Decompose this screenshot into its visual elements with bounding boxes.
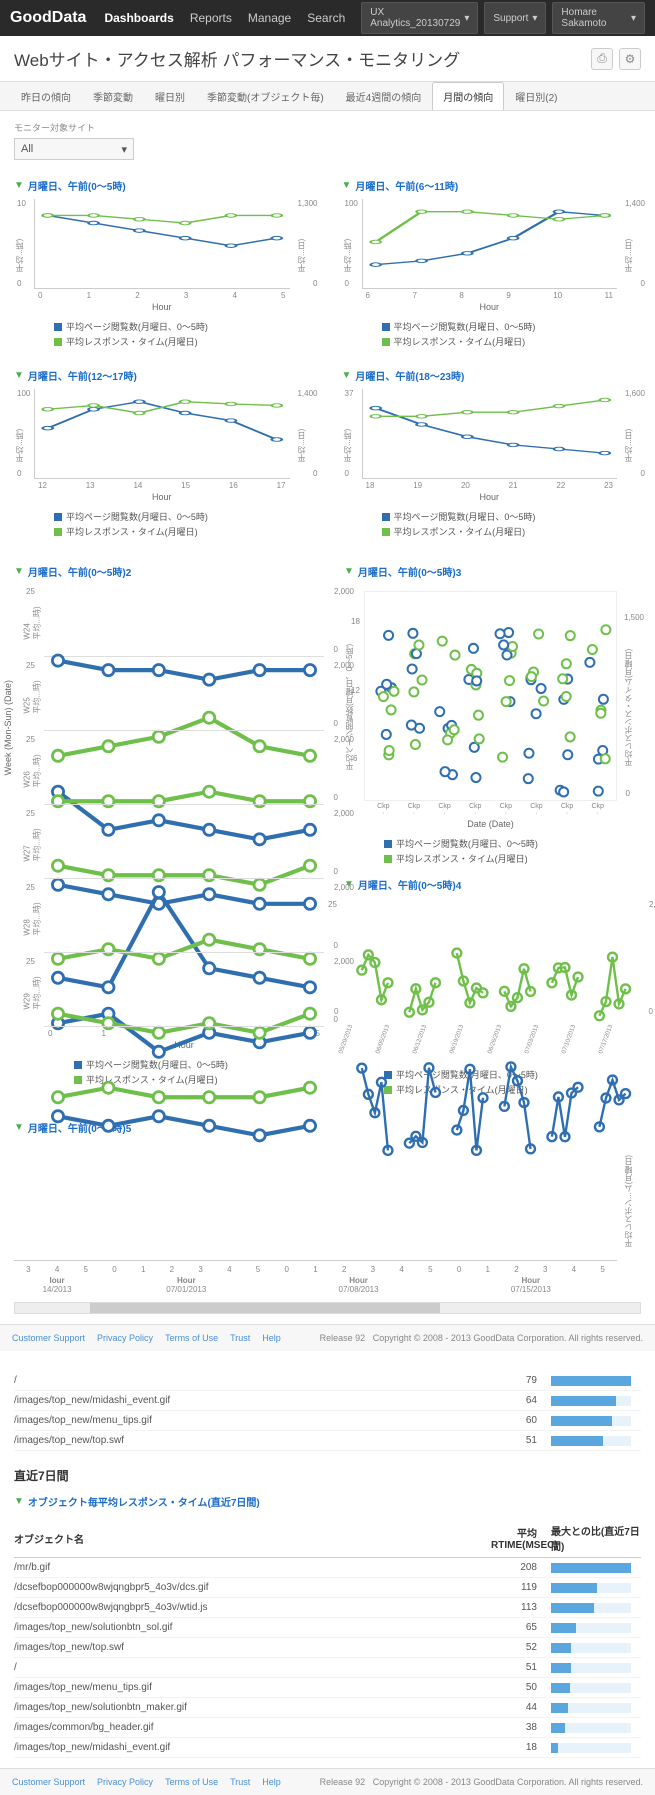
small-chart-0: ▼月曜日、午前(0～5時) 平均...時) 10 0 1,300 0 01234… — [14, 178, 314, 350]
small-chart-2: ▼月曜日、午前(12～17時) 平均...時) 100 0 1,400 0 12… — [14, 368, 314, 540]
legend-item: 平均ページ閲覧数(月曜日、0～5時) — [382, 320, 642, 333]
nav-search[interactable]: Search — [307, 11, 345, 25]
legend-item: 平均レスポンス・タイム(月曜日) — [384, 852, 641, 865]
user-select[interactable]: Homare Sakamoto▾ — [552, 2, 645, 34]
table-row[interactable]: /dcsefbop000000w8wjqngbpr5_4o3v/dcs.gif1… — [14, 1578, 641, 1598]
footer-link[interactable]: Privacy Policy — [97, 1777, 153, 1787]
footer-link[interactable]: Terms of Use — [165, 1333, 218, 1343]
funnel-icon: ▼ — [14, 1122, 24, 1133]
legend-item: 平均ページ閲覧数(月曜日、0～5時) — [54, 510, 314, 523]
topbar: GoodData Dashboards Reports Manage Search U… — [0, 0, 655, 36]
table2-heading: 直近7日間 — [14, 1467, 641, 1484]
legend-item: 平均ページ閲覧数(月曜日、0～5時) — [382, 510, 642, 523]
section-2: ▼月曜日、午前(0～5時)2 Week (Mon-Sun) (Date) W24… — [14, 564, 641, 1098]
nav-reports[interactable]: Reports — [190, 11, 232, 25]
tab-1[interactable]: 季節変動 — [82, 82, 144, 110]
stacked-panel-5: W29平均...時) 25 2,000 0 — [44, 955, 324, 1027]
table-row[interactable]: /mr/b.gif208 — [14, 1558, 641, 1578]
scroll-track[interactable] — [14, 1302, 641, 1314]
nav-manage[interactable]: Manage — [248, 11, 291, 25]
footer-link[interactable]: Help — [262, 1333, 281, 1343]
table-row[interactable]: /images/top_new/solutionbtn_sol.gif65 — [14, 1618, 641, 1638]
legend-item: 平均レスポンス・タイム(月曜日) — [54, 335, 314, 348]
footer-link[interactable]: Trust — [230, 1777, 250, 1787]
table-row[interactable]: /images/common/bg_header.gif38 — [14, 1718, 641, 1738]
top-nav: Dashboards Reports Manage Search — [104, 11, 361, 25]
tab-4[interactable]: 最近4週間の傾向 — [335, 82, 433, 110]
support-select[interactable]: Support▾ — [484, 2, 546, 34]
right-column: ▼月曜日、午前(0～5時)3 平均ページ閲覧数(月曜日、0～5時) 181261… — [344, 564, 641, 1098]
funnel-icon: ▼ — [344, 566, 354, 577]
stacked-column: ▼月曜日、午前(0～5時)2 Week (Mon-Sun) (Date) W24… — [14, 564, 324, 1098]
footer-link[interactable]: Customer Support — [12, 1777, 85, 1787]
scroll-thumb[interactable] — [90, 1303, 440, 1313]
stacked-panel-0: W24平均...時) 25 2,000 0 — [44, 585, 324, 657]
content: モニター対象サイト All▾ ▼月曜日、午前(0～5時) 平均...時) 10 … — [0, 111, 655, 1324]
table-header: オブジェクト名平均RTIME(MSEC)最大との比(直近7日間) — [14, 1519, 641, 1558]
footer-mid: Customer Support Privacy Policy Terms of U… — [0, 1324, 655, 1351]
table-row[interactable]: /79 — [14, 1371, 641, 1391]
legend-item: 平均レスポンス・タイム(月曜日) — [382, 335, 642, 348]
tab-6[interactable]: 曜日別(2) — [504, 82, 568, 110]
stacked-panel-4: W28平均...時) 25 2,000 0 — [44, 881, 324, 953]
small-chart-3: ▼月曜日、午前(18～23時) 平均...時) 37 0 1,600 0 181… — [342, 368, 642, 540]
project-select[interactable]: UX Analytics_20130729▾ — [361, 2, 478, 34]
footer-link[interactable]: Help — [262, 1777, 281, 1787]
tab-0[interactable]: 昨日の傾向 — [10, 82, 82, 110]
gear-icon[interactable]: ⚙ — [619, 48, 641, 70]
page-title: Webサイト・アクセス解析 パフォーマンス・モニタリング — [14, 46, 585, 71]
footer-link[interactable]: Trust — [230, 1333, 250, 1343]
legend-item: 平均ページ閲覧数(月曜日、0～5時) — [54, 320, 314, 333]
tabs: 昨日の傾向季節変動曜日別季節変動(オブジェクト毎)最近4週間の傾向月間の傾向曜日… — [0, 82, 655, 111]
table-row[interactable]: /dcsefbop000000w8wjqngbpr5_4o3v/wtid.js1… — [14, 1598, 641, 1618]
bars-section: ▼月曜日、午前(0～5時)5 345Iour14/2013012345Hour0… — [14, 1120, 641, 1314]
brand-logo: GoodData — [10, 9, 86, 27]
tab-3[interactable]: 季節変動(オブジェクト毎) — [196, 82, 335, 110]
funnel-icon: ▼ — [14, 566, 24, 577]
filter-select[interactable]: All▾ — [14, 138, 134, 160]
table-row[interactable]: /images/top_new/menu_tips.gif60 — [14, 1411, 641, 1431]
scatter-chart: 181261,5000 — [364, 591, 617, 801]
tab-5[interactable]: 月間の傾向 — [432, 82, 504, 110]
table-row[interactable]: /images/top_new/solutionbtn_maker.gif44 — [14, 1698, 641, 1718]
stacked-ylabel: Week (Mon-Sun) (Date) — [3, 679, 13, 774]
table-row[interactable]: /images/top_new/menu_tips.gif50 — [14, 1678, 641, 1698]
tab-2[interactable]: 曜日別 — [144, 82, 196, 110]
stacked-panel-1: W25平均...時) 25 2,000 0 — [44, 659, 324, 731]
table-row[interactable]: /images/top_new/top.swf52 — [14, 1638, 641, 1658]
table-row[interactable]: /51 — [14, 1658, 641, 1678]
table-1: /79/images/top_new/midashi_event.gif64/i… — [14, 1371, 641, 1451]
mini-chart-4: 2502,0000 — [344, 898, 641, 1018]
bar-chart — [14, 1141, 617, 1261]
footer-bottom: Customer Support Privacy Policy Terms of U… — [0, 1768, 655, 1795]
table-row[interactable]: /images/top_new/midashi_event.gif64 — [14, 1391, 641, 1411]
table-row[interactable]: /images/top_new/midashi_event.gif18 — [14, 1738, 641, 1758]
small-chart-1: ▼月曜日、午前(6～11時) 平均...時) 100 0 1,400 0 678… — [342, 178, 642, 350]
titlebar: Webサイト・アクセス解析 パフォーマンス・モニタリング ⎙ ⚙ — [0, 36, 655, 82]
print-icon[interactable]: ⎙ — [591, 48, 613, 70]
top-right: UX Analytics_20130729▾ Support▾ Homare S… — [361, 2, 645, 34]
funnel-icon: ▼ — [14, 1496, 24, 1507]
small-charts-grid: ▼月曜日、午前(0～5時) 平均...時) 10 0 1,300 0 01234… — [14, 178, 641, 540]
legend-item: 平均レスポンス・タイム(月曜日) — [382, 525, 642, 538]
footer-link[interactable]: Customer Support — [12, 1333, 85, 1343]
footer-link[interactable]: Terms of Use — [165, 1777, 218, 1787]
legend-item: 平均レスポンス・タイム(月曜日) — [54, 525, 314, 538]
table-2: オブジェクト名平均RTIME(MSEC)最大との比(直近7日間)/mr/b.gi… — [14, 1519, 641, 1758]
filter-label: モニター対象サイト — [14, 121, 641, 134]
stacked-panel-3: W27平均...時) 25 2,000 0 — [44, 807, 324, 879]
table-row[interactable]: /images/top_new/top.swf51 — [14, 1431, 641, 1451]
stacked-panels: W24平均...時) 25 2,000 0 W25平均...時) 25 2,00… — [44, 585, 324, 1027]
stacked-panel-2: W26平均...時) 25 2,000 0 — [44, 733, 324, 805]
nav-dashboards[interactable]: Dashboards — [104, 11, 173, 25]
footer-link[interactable]: Privacy Policy — [97, 1333, 153, 1343]
